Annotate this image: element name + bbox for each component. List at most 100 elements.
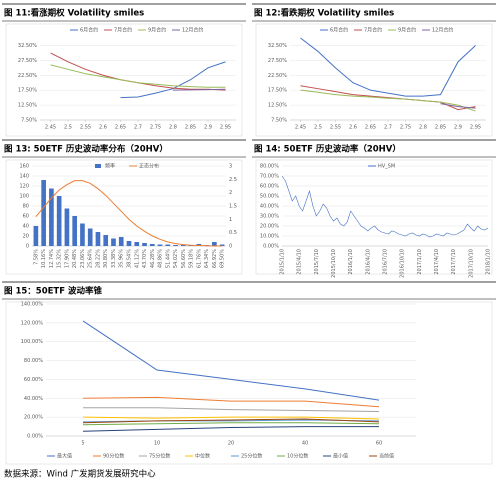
x-tick-label: 5 (81, 441, 84, 447)
x-tick-label: 7.58% (33, 249, 39, 265)
x-tick-label: 38.54% (127, 249, 133, 268)
bar (64, 208, 70, 246)
x-tick-label: 64.34% (204, 249, 210, 268)
y-tick-label: 40 (23, 224, 29, 230)
y-tick-label: 22.50% (268, 73, 287, 79)
x-tick-label: 33.38% (111, 249, 117, 268)
y-tick-label: 120 (19, 184, 29, 190)
x-tick-label: 2018/1/10 (486, 249, 492, 275)
x-tick-label: 2.6 (349, 125, 357, 131)
x-tick-label: 2.55 (80, 125, 91, 131)
x-tick-label: 12.74% (49, 249, 55, 268)
y-tick-label: 140 (19, 174, 29, 180)
y-tick-label: 0 (26, 244, 29, 250)
legend-label: 正态分布 (139, 163, 159, 170)
x-tick-label: 40 (302, 441, 308, 447)
x-tick-label: 41.12% (134, 249, 140, 268)
bar (219, 244, 225, 246)
y-tick-label: 40.00% (260, 204, 279, 210)
y-tick-label: 140.00% (21, 302, 43, 308)
x-tick-label: 20 (228, 441, 234, 447)
series-line (172, 88, 226, 91)
y-tick-label: 7.50% (21, 118, 37, 124)
y-tick-label: 160 (19, 164, 29, 170)
x-tick-label: 2.6 (99, 125, 107, 131)
x-tick-label: 2.55 (330, 125, 341, 131)
y2-tick-label: 2 (229, 190, 232, 196)
y-tick-label: 80.00% (24, 358, 43, 364)
bar (134, 242, 140, 246)
x-tick-label: 10 (154, 441, 160, 447)
chart-title: 图 14: 50ETF 历史波动率（20HV） (254, 144, 401, 155)
x-tick-label: 2.65 (365, 125, 376, 131)
x-tick-label: 2.75 (400, 125, 411, 131)
x-tick-label: 2.7 (134, 125, 142, 131)
bar (149, 244, 155, 246)
bar (49, 188, 54, 246)
x-tick-label: 2.7 (384, 125, 392, 131)
x-tick-label: 2.65 (115, 125, 126, 131)
plot-frame (5, 301, 493, 465)
legend-swatch (95, 164, 101, 168)
x-tick-label: 2017/10/10 (468, 249, 474, 278)
x-tick-label: 2.45 (45, 125, 56, 131)
y-tick-label: 22.50% (18, 73, 37, 79)
series-line (82, 426, 379, 432)
chart-title: 图 11:看涨期权 Volatility smiles (4, 8, 144, 19)
y-tick-label: 100 (19, 194, 29, 200)
x-tick-label: 66.92% (212, 249, 218, 268)
y-tick-label: 100.00% (21, 339, 43, 345)
x-tick-label: 56.60% (181, 249, 187, 268)
legend-label: 6月合约 (330, 27, 348, 34)
legend-label: 最小值 (333, 453, 348, 460)
series-line (82, 422, 380, 426)
x-tick-label: 2.9 (454, 125, 462, 131)
bar (188, 245, 194, 246)
bar (111, 238, 116, 246)
legend-label: 7月合约 (364, 27, 382, 34)
series-line (440, 103, 476, 109)
y2-tick-label: 0 (229, 244, 232, 250)
y-tick-label: 17.50% (268, 88, 287, 94)
bar (180, 245, 186, 246)
y-tick-label: 60.00% (260, 184, 279, 190)
y-tick-label: 50.00% (260, 194, 279, 200)
plot-frame (255, 23, 493, 137)
y-tick-label: 70.00% (260, 174, 279, 180)
x-tick-label: 54.02% (173, 249, 179, 268)
legend-label: 频率 (105, 163, 115, 170)
bar (173, 245, 178, 246)
bar (126, 241, 132, 246)
x-tick-label: 43.70% (142, 249, 148, 268)
y-tick-label: 120.00% (21, 320, 43, 326)
legend-label: 9月合约 (148, 27, 166, 34)
bar (103, 235, 109, 246)
x-tick-label: 2015/7/10 (314, 249, 320, 275)
series-line (300, 89, 476, 112)
x-tick-label: 25.64% (88, 249, 94, 268)
x-tick-label: 51.44% (165, 249, 171, 268)
x-tick-label: 10.16% (41, 249, 47, 268)
y-tick-label: 20.00% (260, 224, 279, 230)
x-tick-label: 2015/1/10 (280, 249, 286, 275)
x-tick-label: 2016/1/10 (348, 249, 354, 275)
y-tick-label: 60 (23, 214, 29, 220)
x-tick-label: 2.85 (435, 125, 446, 131)
x-tick-label: 35.96% (119, 249, 125, 268)
series-line (83, 407, 380, 412)
bar (33, 226, 39, 246)
x-tick-label: 48.86% (158, 249, 164, 268)
y2-tick-label: 3 (229, 164, 232, 170)
x-tick-label: 2016/10/10 (400, 249, 406, 278)
x-tick-label: 2017/7/10 (451, 249, 457, 275)
chart-title: 图 13: 50ETF 历史波动率分布（20HV） (4, 144, 168, 155)
series-line (120, 61, 226, 99)
bar (95, 232, 101, 246)
x-tick-label: 2015/4/10 (297, 249, 303, 275)
bar (87, 228, 93, 246)
bar (80, 223, 85, 246)
series-line (300, 37, 476, 97)
bar (41, 180, 46, 246)
series-line (82, 320, 380, 401)
